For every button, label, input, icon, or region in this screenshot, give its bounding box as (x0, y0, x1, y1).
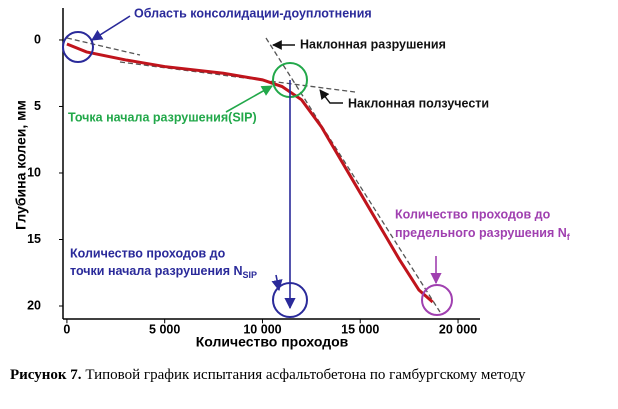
annotation: Область консолидации-доуплотнения (134, 6, 372, 20)
data-line (66, 42, 434, 304)
arrow (319, 89, 343, 104)
subscript: f (567, 232, 571, 242)
x-tick-label: 10 000 (243, 323, 281, 337)
plot: 0 5 000 10 000 15 000 20 000 0 5 10 15 20 (27, 32, 477, 336)
annotation: точки начала разрушения NSIP (70, 264, 257, 280)
markers (62, 15, 453, 318)
annotation: предельного разрушения Nf (395, 226, 571, 242)
y-tick-label: 10 (27, 165, 41, 179)
y-tick-label: 15 (27, 232, 41, 246)
stripping-slope (265, 37, 441, 313)
circle (62, 31, 94, 63)
caption-text: Типовой график испытания асфальтобетона … (85, 367, 526, 383)
y-tick-label: 20 (27, 298, 41, 312)
annotation: точки начала разрушения N (70, 264, 243, 278)
x-tick-label: 5 000 (149, 323, 180, 337)
caption-label: Рисунок 7. (10, 367, 82, 383)
annotation: Наклонная ползучести (348, 96, 489, 110)
annotation: предельного разрушения N (395, 226, 567, 240)
consolidation-slope (66, 37, 141, 56)
circle (421, 284, 453, 316)
x-tick-label: 15 000 (341, 323, 379, 337)
annotation: Количество проходов до (395, 207, 551, 221)
arrow (225, 85, 273, 113)
chart: Глубина колеи, мм Количество проходов 0 5… (13, 6, 571, 350)
caption: Рисунок 7. Типовой график испытания асфа… (10, 366, 608, 385)
reference-lines (66, 37, 441, 313)
y-tick-label: 5 (34, 99, 41, 113)
x-tick-label: 20 000 (439, 323, 477, 337)
subscript: SIP (243, 270, 258, 280)
annotation: Наклонная разрушения (300, 37, 446, 51)
y-tick-label: 0 (34, 32, 41, 46)
x-tick-label: 0 (63, 323, 70, 337)
annotation: Точка начала разрушения(SIP) (68, 110, 257, 124)
annotation: Количество проходов до (70, 246, 226, 260)
arrow (91, 15, 131, 41)
arrow (271, 274, 283, 292)
y-axis-label: Глубина колеи, мм (13, 100, 29, 230)
x-axis-label: Количество проходов (196, 334, 349, 350)
